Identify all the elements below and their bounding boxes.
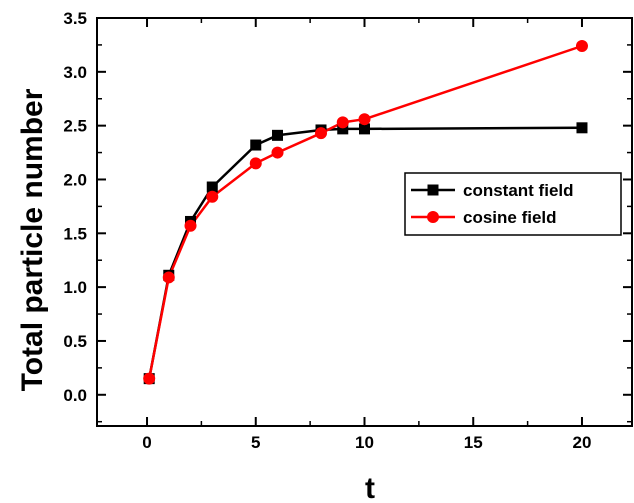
legend-label: cosine field (463, 208, 557, 227)
y-tick-label: 1.5 (63, 224, 87, 243)
cosine-field-point-marker (315, 127, 328, 140)
x-axis-title: t (365, 472, 375, 503)
cosine-field-point-marker (336, 116, 349, 129)
x-tick-label: 20 (573, 433, 592, 452)
cosine-field-point-marker (271, 146, 284, 159)
constant-field-point-marker (337, 123, 349, 135)
constant-field-line (147, 126, 583, 379)
cosine-field-point-marker (249, 157, 262, 170)
legend-box (404, 172, 622, 236)
x-tick-label: 0 (142, 433, 151, 452)
cosine-field-line (147, 44, 583, 379)
constant-field-point-marker (576, 122, 588, 134)
y-tick-label: 0.5 (63, 332, 87, 351)
legend-item-cosine-field[interactable]: cosine field (411, 208, 557, 227)
axis-tick-labels: 0 5 10 15 20 0.0 0.5 1.0 1.5 2.0 2.5 3.0 3.5 (63, 9, 591, 452)
cosine-field-point-marker (184, 219, 197, 232)
constant-field-point-marker (359, 123, 370, 135)
x-tick-label: 5 (251, 433, 260, 452)
y-axis-title: Total particle number (16, 88, 49, 391)
constant-field-point-marker (250, 139, 262, 151)
y-tick-label: 3.0 (63, 63, 87, 82)
cosine-field-point-marker (358, 113, 371, 126)
legend-swatch-marker (427, 211, 439, 223)
constant-field-point-marker (272, 129, 284, 141)
y-tick-label: 2.0 (63, 170, 87, 189)
legend-label: constant field (463, 181, 574, 200)
cosine-field-point-marker (143, 372, 156, 385)
axis-ticks (97, 17, 632, 426)
legend[interactable]: constant field cosine field (404, 172, 622, 236)
cosine-field-point-marker (575, 39, 588, 52)
y-tick-label: 2.5 (63, 117, 87, 136)
y-tick-label: 3.5 (63, 9, 87, 28)
y-tick-label: 0.0 (63, 386, 87, 405)
cosine-field-point-marker (162, 271, 175, 284)
series-markers (143, 39, 588, 385)
x-tick-label: 10 (355, 433, 374, 452)
legend-swatch-marker (427, 184, 439, 196)
x-tick-label: 15 (464, 433, 483, 452)
constant-field-point-marker (206, 181, 218, 193)
y-tick-label: 1.0 (63, 278, 87, 297)
cosine-field-point-marker (206, 190, 219, 203)
series-lines (147, 44, 583, 379)
legend-item-constant-field[interactable]: constant field (411, 181, 574, 200)
